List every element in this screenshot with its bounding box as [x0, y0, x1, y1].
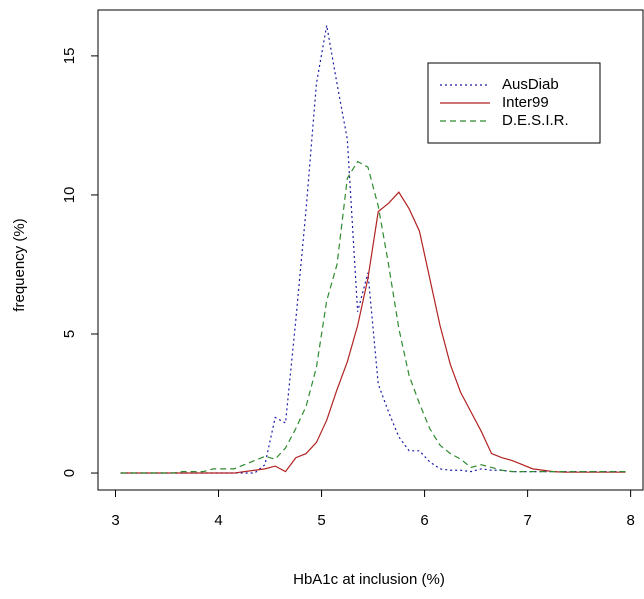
legend-label: Inter99 — [502, 94, 549, 111]
y-tick-label: 15 — [61, 48, 78, 65]
legend-label: D.E.S.I.R. — [502, 112, 569, 129]
legend-label: AusDiab — [502, 76, 559, 93]
x-tick-label: 5 — [317, 512, 325, 529]
x-tick-label: 3 — [111, 512, 119, 529]
x-tick-label: 7 — [523, 512, 531, 529]
x-tick-label: 4 — [214, 512, 222, 529]
y-tick-label: 0 — [61, 469, 78, 477]
series-line — [120, 191, 626, 474]
y-axis-label: frequency (%) — [11, 218, 28, 311]
x-tick-label: 8 — [626, 512, 634, 529]
y-tick-label: 10 — [61, 187, 78, 204]
y-tick-label: 5 — [61, 330, 78, 338]
series-line — [120, 160, 626, 474]
x-tick-label: 6 — [420, 512, 428, 529]
x-axis-label: HbA1c at inclusion (%) — [293, 571, 445, 588]
